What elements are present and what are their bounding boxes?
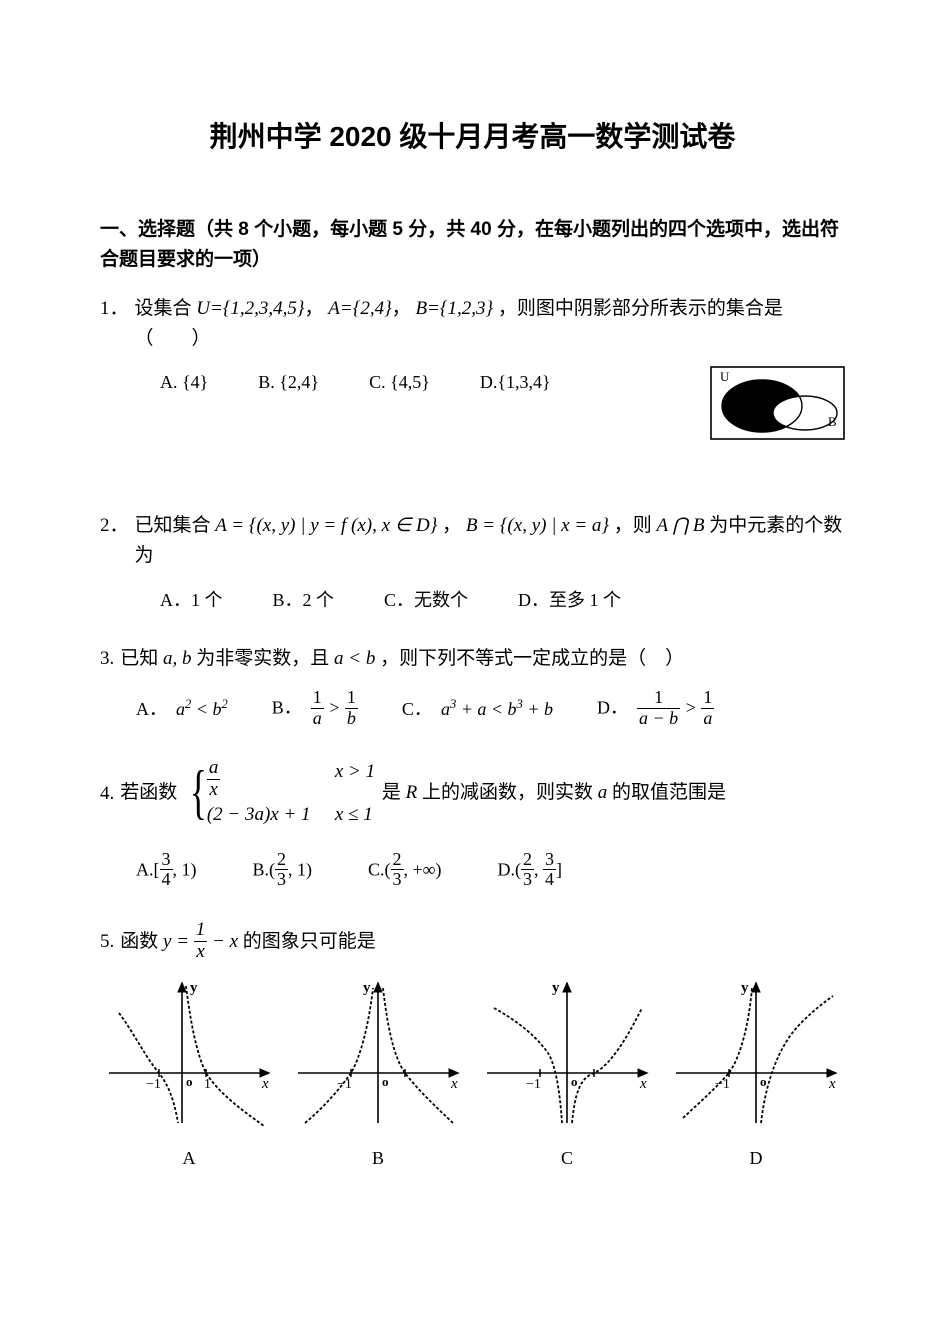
q4-prefix: 若函数	[120, 782, 182, 803]
graph-A-label: A	[104, 1144, 274, 1173]
venn-B-label: B	[828, 414, 837, 429]
question-5: 5. 函数 y = 1x − x 的图象只可能是 x y o −1 1	[100, 921, 845, 1173]
graph-C: x y o −1 C	[482, 978, 652, 1173]
q3-mid1: 为非零实数，且	[196, 648, 334, 669]
q4-option-C: C.(23, +∞)	[368, 851, 442, 892]
question-2: 2． 已知集合 A = {(x, y) | y = f (x), x ∈ D} …	[100, 511, 845, 615]
q3-option-B: B． 1a > 1b	[272, 689, 358, 730]
svg-text:y: y	[190, 980, 198, 996]
q4-options: A.[34, 1) B.(23, 1) C.(23, +∞) D.(23, 34…	[100, 851, 845, 892]
svg-text:o: o	[760, 1074, 767, 1089]
q5-suffix: 的图象只可能是	[243, 931, 376, 952]
q1-option-D: D.{1,3,4}	[480, 368, 551, 397]
q3-ab: a, b	[163, 648, 192, 669]
question-3: 3. 已知 a, b 为非零实数，且 a < b ，则下列不等式一定成立的是（ …	[100, 644, 845, 729]
page-title: 荆州中学 2020 级十月月考高一数学测试卷	[100, 115, 845, 160]
piecewise-function: { ax x > 1 (2 − 3a)x + 1 x ≤ 1	[184, 759, 375, 828]
q5-number: 5.	[100, 927, 114, 957]
svg-text:y: y	[363, 980, 371, 996]
q2-prefix: 已知集合	[135, 515, 216, 536]
q4-option-D: D.(23, 34]	[498, 851, 563, 892]
q1-B: B={1,2,3}	[415, 298, 493, 319]
q5-stem: 函数 y = 1x − x 的图象只可能是	[120, 921, 845, 964]
q1-U: U={1,2,3,4,5}	[196, 298, 304, 319]
q3-option-C: C． a3 + a < b3 + b	[402, 694, 553, 724]
q3-stem: 已知 a, b 为非零实数，且 a < b ，则下列不等式一定成立的是（ ）	[120, 644, 845, 674]
svg-text:y: y	[552, 980, 560, 996]
svg-text:x: x	[450, 1076, 458, 1092]
q2-mid: ，则	[614, 515, 657, 536]
q3-prefix: 已知	[120, 648, 163, 669]
q1-option-C: C. {4,5}	[369, 368, 430, 397]
q2-stem: 已知集合 A = {(x, y) | y = f (x), x ∈ D} ， B…	[135, 511, 845, 572]
q3-cond: a < b	[334, 648, 375, 669]
q1-prefix: 设集合	[135, 298, 197, 319]
q1-stem: 设集合 U={1,2,3,4,5}， A={2,4}， B={1,2,3} ，则…	[135, 294, 845, 355]
svg-text:x: x	[828, 1076, 836, 1092]
q2-sep: ，	[442, 515, 466, 536]
q5-graphs: x y o −1 1 A x y o	[100, 978, 845, 1173]
svg-text:o: o	[571, 1074, 578, 1089]
graph-D-label: D	[671, 1144, 841, 1173]
graph-C-label: C	[482, 1144, 652, 1173]
q2-number: 2．	[100, 511, 129, 541]
svg-text:x: x	[639, 1076, 647, 1092]
q2-B-set: B = {(x, y) | x = a}	[466, 515, 609, 536]
q3-suffix: ，则下列不等式一定成立的是（ ）	[380, 648, 684, 669]
q1-option-A: A. {4}	[160, 368, 208, 397]
q3-option-A: A． a2 < b2	[136, 694, 228, 724]
q1-venn-diagram: U U B	[710, 366, 845, 450]
q2-AcapB: A ⋂ B	[657, 515, 705, 536]
q2-option-C: C．无数个	[384, 586, 468, 615]
q4-number: 4.	[100, 779, 114, 809]
question-4: 4. 若函数 { ax x > 1 (2 − 3a)x + 1 x ≤ 1	[100, 759, 845, 891]
q1-number: 1．	[100, 294, 129, 324]
q3-options: A． a2 < b2 B． 1a > 1b C． a3 + a < b3 + b…	[100, 689, 845, 730]
svg-text:U: U	[720, 369, 730, 384]
q4-mid2: 上的减函数，则实数	[422, 782, 598, 803]
q4-R: R	[406, 782, 418, 803]
svg-text:o: o	[382, 1074, 389, 1089]
q2-option-A: A．1 个	[160, 586, 223, 615]
q2-option-B: B．2 个	[273, 586, 335, 615]
q1-option-B: B. {2,4}	[258, 368, 319, 397]
q4-mid: 是	[382, 782, 406, 803]
q3-number: 3.	[100, 644, 114, 674]
q3-option-D: D． 1a − b > 1a	[597, 689, 714, 730]
q1-A: A={2,4}	[328, 298, 391, 319]
section-header: 一、选择题（共 8 个小题，每小题 5 分，共 40 分，在每小题列出的四个选项…	[100, 215, 845, 276]
q2-option-D: D．至多 1 个	[518, 586, 621, 615]
q4-stem: 若函数 { ax x > 1 (2 − 3a)x + 1 x ≤ 1	[120, 759, 845, 828]
svg-text:y: y	[741, 980, 749, 996]
svg-text:x: x	[261, 1076, 269, 1092]
graph-B: x y o −1 B	[293, 978, 463, 1173]
svg-text:−1: −1	[146, 1077, 161, 1092]
q1-options: A. {4} B. {2,4} C. {4,5} D.{1,3,4}	[100, 368, 698, 397]
svg-text:−1: −1	[526, 1077, 541, 1092]
q4-option-A: A.[34, 1)	[136, 851, 197, 892]
graph-A: x y o −1 1 A	[104, 978, 274, 1173]
q4-option-B: B.(23, 1)	[253, 851, 313, 892]
svg-text:o: o	[186, 1074, 193, 1089]
graph-B-label: B	[293, 1144, 463, 1173]
q4-suffix: 的取值范围是	[612, 782, 726, 803]
q4-a: a	[598, 782, 608, 803]
q2-A-set: A = {(x, y) | y = f (x), x ∈ D}	[215, 515, 437, 536]
q2-options: A．1 个 B．2 个 C．无数个 D．至多 1 个	[100, 586, 845, 615]
q5-prefix: 函数	[120, 931, 163, 952]
question-1: 1． 设集合 U={1,2,3,4,5}， A={2,4}， B={1,2,3}…	[100, 294, 845, 451]
graph-D: x y o −1 D	[671, 978, 841, 1173]
